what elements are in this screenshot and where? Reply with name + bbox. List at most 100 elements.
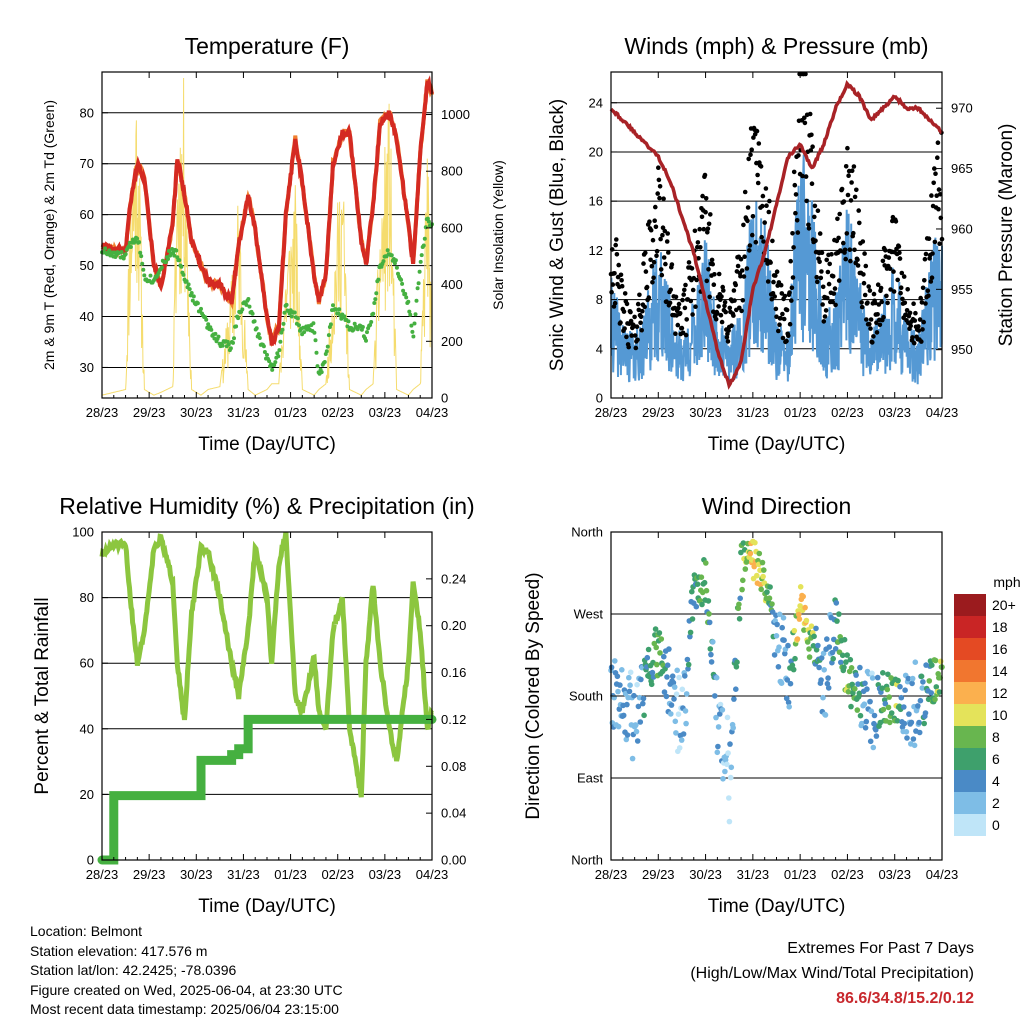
direction-point xyxy=(689,588,695,595)
direction-point xyxy=(649,669,656,676)
direction-point xyxy=(862,725,869,731)
direction-point xyxy=(754,572,760,579)
gust-point xyxy=(845,145,850,151)
direction-point xyxy=(687,633,693,640)
gust-point xyxy=(919,300,925,305)
gust-point xyxy=(884,293,889,299)
direction-point xyxy=(776,644,782,650)
gust-point xyxy=(633,345,639,351)
gust-point xyxy=(639,328,644,333)
gust-point xyxy=(871,334,876,339)
gust-point xyxy=(676,301,682,307)
speed-colorbar: mph 0 2 4 6 8 10 12 14 16 18 20+ xyxy=(954,574,1021,836)
dewpoint-point xyxy=(325,344,330,349)
gust-point xyxy=(746,156,751,162)
gust-point xyxy=(706,221,712,227)
direction-point xyxy=(802,604,808,611)
direction-point xyxy=(813,647,820,653)
gust-point xyxy=(755,172,760,178)
direction-point xyxy=(706,611,712,617)
gust-point xyxy=(614,252,620,257)
gust-point xyxy=(833,302,838,308)
gust-point xyxy=(716,271,722,277)
gust-point xyxy=(821,319,827,324)
temperature-xtick-label: 04/23 xyxy=(416,405,449,420)
dewpoint-point xyxy=(364,338,368,343)
gust-point xyxy=(768,260,773,265)
dewpoint-point xyxy=(412,321,417,326)
dewpoint-point xyxy=(374,291,379,296)
gust-point xyxy=(643,250,648,256)
gust-point xyxy=(753,239,759,245)
direction-point xyxy=(804,639,811,645)
direction-point xyxy=(937,658,944,665)
gust-point xyxy=(711,282,717,288)
rh-line xyxy=(99,531,434,798)
dewpoint-point xyxy=(313,338,318,343)
gust-point xyxy=(810,144,815,149)
dewpoint-point xyxy=(319,370,324,375)
direction-point xyxy=(615,688,621,695)
direction-point xyxy=(870,744,877,751)
direction-point xyxy=(871,712,878,719)
humidity-ytick-label-right: 0.20 xyxy=(441,618,466,633)
gust-point xyxy=(702,172,708,178)
gust-point xyxy=(668,287,673,293)
direction-ytick-label: South xyxy=(569,689,603,704)
dewpoint-point xyxy=(191,294,196,299)
dewpoint-point xyxy=(174,248,179,253)
gust-point xyxy=(666,250,671,255)
dewpoint-point xyxy=(345,324,350,329)
dewpoint-point xyxy=(247,304,252,309)
direction-point xyxy=(820,694,826,701)
extremes-summary: Extremes For Past 7 Days (High/Low/Max W… xyxy=(690,936,974,1011)
dewpoint-point xyxy=(139,254,144,259)
humidity-ytick-label: 40 xyxy=(80,721,94,736)
gust-point xyxy=(765,279,771,284)
gust-point xyxy=(815,279,820,285)
gust-point xyxy=(855,257,860,263)
humidity-xtick-label: 02/23 xyxy=(321,867,354,882)
gust-point xyxy=(651,275,656,281)
gust-point xyxy=(778,282,784,288)
gust-point xyxy=(650,280,655,285)
gust-point xyxy=(862,251,867,256)
gust-point xyxy=(731,288,737,293)
dewpoint-point xyxy=(401,288,406,293)
gust-point xyxy=(654,253,659,259)
temperature-ylabel-right: Solar Insolation (Yellow) xyxy=(490,160,506,310)
gust-point xyxy=(681,292,686,297)
gust-point xyxy=(789,285,795,291)
gust-point xyxy=(741,274,747,279)
dewpoint-point xyxy=(326,333,331,338)
gust-point xyxy=(695,240,701,245)
direction-point xyxy=(818,677,824,683)
dewpoint-point xyxy=(408,312,413,317)
dewpoint-point xyxy=(421,243,426,248)
gust-point xyxy=(638,314,644,320)
temperature-ytick-label-right: 400 xyxy=(441,277,463,292)
direction-point xyxy=(678,737,685,743)
humidity-ytick-label: 0 xyxy=(87,853,94,868)
dewpoint-point xyxy=(410,329,415,334)
direction-point xyxy=(815,642,821,649)
temperature-ytick-label: 60 xyxy=(80,207,94,222)
dewpoint-point xyxy=(406,299,411,304)
humidity-ytick-label: 100 xyxy=(72,525,94,540)
gust-point xyxy=(867,288,873,293)
direction-point xyxy=(671,684,678,690)
gust-point xyxy=(852,194,858,200)
direction-point xyxy=(619,667,625,673)
gust-point xyxy=(676,305,681,311)
extremes-title: Extremes For Past 7 Days xyxy=(787,940,974,957)
gust-point xyxy=(739,268,745,273)
direction-point xyxy=(623,736,630,743)
direction-point xyxy=(676,674,682,681)
winds-xtick-label: 29/23 xyxy=(642,405,675,420)
direction-point xyxy=(767,584,773,590)
gust-point xyxy=(878,285,884,291)
gust-point xyxy=(758,164,764,169)
gust-point xyxy=(669,262,675,267)
gust-point xyxy=(808,148,814,153)
gust-point xyxy=(710,261,715,267)
